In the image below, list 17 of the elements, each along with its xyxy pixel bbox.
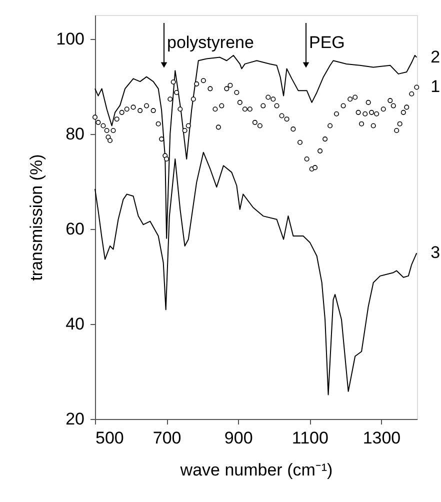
x-tick-label: 700 [152, 428, 182, 448]
y-tick-label: 40 [66, 314, 84, 334]
series-label: 1 [430, 77, 440, 96]
annotation: polystyrene [167, 33, 254, 52]
y-axis-title: transmission (%) [27, 154, 46, 281]
y-tick-label: 80 [66, 124, 84, 144]
series-label: 3 [430, 243, 440, 262]
x-tick-label: 500 [96, 428, 124, 448]
x-axis-title: wave number (cm⁻¹) [179, 460, 333, 480]
annotation: PEG [309, 33, 345, 52]
x-tick-label: 900 [224, 428, 253, 448]
y-tick-label: 20 [66, 410, 84, 428]
y-tick-label: 100 [56, 29, 84, 48]
y-tick-label: 60 [66, 219, 84, 238]
x-tick-label: 1100 [292, 428, 328, 448]
series-label: 2 [430, 47, 440, 66]
x-tick-label: 1300 [362, 428, 401, 448]
